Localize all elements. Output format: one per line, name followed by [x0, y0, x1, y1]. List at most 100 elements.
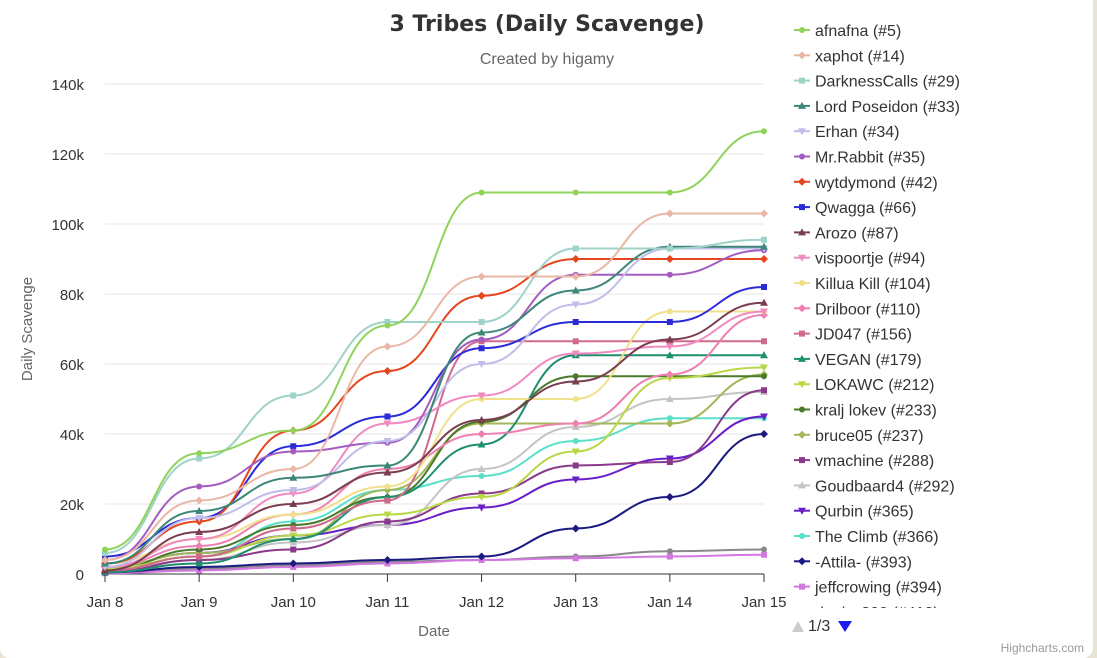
- data-point[interactable]: [760, 413, 768, 421]
- data-point[interactable]: [289, 487, 298, 494]
- data-point[interactable]: [383, 556, 392, 564]
- data-point[interactable]: [477, 430, 486, 438]
- legend-item[interactable]: Killua Kill (#104): [794, 276, 931, 293]
- data-point[interactable]: [665, 351, 674, 359]
- data-point[interactable]: [572, 396, 579, 402]
- data-point[interactable]: [571, 301, 580, 309]
- legend-marker-icon[interactable]: [798, 128, 806, 136]
- legend-marker-icon[interactable]: [799, 27, 805, 33]
- legend-marker-icon[interactable]: [798, 557, 806, 566]
- legend-marker-icon[interactable]: [798, 228, 806, 236]
- data-point[interactable]: [571, 272, 580, 281]
- data-point[interactable]: [383, 420, 392, 428]
- legend-item[interactable]: afnafna (#5): [794, 23, 901, 40]
- data-point[interactable]: [477, 328, 486, 336]
- series-line[interactable]: [104, 310, 764, 565]
- data-point[interactable]: [572, 438, 579, 444]
- data-point[interactable]: [572, 555, 579, 562]
- series-line[interactable]: [104, 375, 764, 572]
- data-point[interactable]: [666, 271, 673, 278]
- data-point[interactable]: [760, 430, 768, 438]
- data-point[interactable]: [666, 189, 673, 196]
- data-point[interactable]: [665, 493, 674, 501]
- data-point[interactable]: [571, 476, 580, 484]
- data-point[interactable]: [760, 209, 768, 218]
- data-point[interactable]: [477, 440, 486, 448]
- data-point[interactable]: [383, 438, 392, 445]
- data-point[interactable]: [289, 500, 298, 507]
- series-line[interactable]: [104, 245, 764, 565]
- legend-item[interactable]: -Attila- (#393): [794, 554, 912, 571]
- data-point[interactable]: [195, 515, 204, 522]
- legend-marker-icon[interactable]: [798, 354, 806, 362]
- legend-item[interactable]: Qurbin (#365): [794, 504, 914, 521]
- data-point[interactable]: [384, 319, 391, 325]
- data-point[interactable]: [195, 528, 204, 535]
- credits-link[interactable]: Highcharts.com: [1001, 641, 1084, 655]
- series-line[interactable]: [104, 415, 765, 568]
- data-point[interactable]: [195, 536, 204, 543]
- data-point[interactable]: [761, 387, 767, 394]
- data-point[interactable]: [289, 535, 298, 542]
- data-point[interactable]: [383, 342, 392, 351]
- data-point[interactable]: [384, 518, 391, 525]
- legend-marker-icon[interactable]: [799, 609, 805, 615]
- data-point[interactable]: [477, 504, 486, 512]
- data-point[interactable]: [571, 350, 580, 358]
- data-point[interactable]: [761, 338, 767, 345]
- data-point[interactable]: [666, 308, 673, 315]
- data-point[interactable]: [195, 542, 204, 550]
- data-point[interactable]: [196, 553, 203, 560]
- data-point[interactable]: [665, 209, 674, 218]
- legend-item[interactable]: wytdymond (#42): [794, 175, 938, 192]
- legend-item[interactable]: bruce05 (#237): [794, 428, 924, 445]
- data-point[interactable]: [572, 373, 579, 380]
- series-line[interactable]: [104, 212, 764, 561]
- data-point[interactable]: [666, 319, 673, 325]
- legend-item[interactable]: kralj lokev (#233): [794, 403, 937, 420]
- data-point[interactable]: [761, 546, 767, 553]
- data-point[interactable]: [478, 189, 485, 196]
- legend-marker-icon[interactable]: [798, 381, 806, 389]
- data-point[interactable]: [290, 448, 297, 455]
- legend-item[interactable]: Mr.Rabbit (#35): [794, 150, 925, 167]
- legend-item[interactable]: DarknessCalls (#29): [794, 74, 960, 91]
- data-point[interactable]: [760, 242, 768, 250]
- data-point[interactable]: [478, 490, 485, 497]
- legend-item[interactable]: Lord Poseidon (#33): [794, 99, 960, 116]
- data-point[interactable]: [760, 364, 768, 372]
- series-line[interactable]: [104, 286, 765, 558]
- legend-marker-icon[interactable]: [799, 583, 805, 590]
- data-point[interactable]: [571, 448, 580, 456]
- legend-marker-icon[interactable]: [798, 481, 806, 489]
- legend-item[interactable]: VEGAN (#179): [794, 352, 922, 369]
- data-point[interactable]: [572, 189, 579, 196]
- series-line[interactable]: [104, 247, 765, 568]
- legend-item[interactable]: vispoortje (#94): [794, 251, 925, 268]
- data-point[interactable]: [101, 556, 109, 564]
- data-point[interactable]: [572, 462, 579, 469]
- data-point[interactable]: [384, 497, 391, 504]
- legend-marker-icon[interactable]: [799, 280, 805, 286]
- data-point[interactable]: [478, 473, 485, 479]
- data-point[interactable]: [289, 465, 298, 473]
- legend-item[interactable]: Qwagga (#66): [794, 200, 916, 217]
- data-point[interactable]: [102, 550, 108, 556]
- legend-item[interactable]: xaphot (#14): [794, 48, 905, 65]
- data-point[interactable]: [761, 284, 767, 290]
- data-point[interactable]: [384, 413, 391, 420]
- legend-item[interactable]: denizz802 (#412): [794, 605, 939, 622]
- data-point[interactable]: [384, 322, 391, 329]
- data-point[interactable]: [477, 416, 486, 423]
- data-point[interactable]: [571, 419, 580, 428]
- legend-marker-icon[interactable]: [798, 254, 806, 262]
- legend-marker-icon[interactable]: [799, 153, 805, 160]
- data-point[interactable]: [196, 483, 203, 490]
- data-point[interactable]: [290, 546, 297, 553]
- legend-item[interactable]: Drilboor (#110): [794, 301, 921, 318]
- legend-item[interactable]: jeffcrowing (#394): [794, 580, 942, 597]
- data-point[interactable]: [195, 559, 204, 567]
- data-point[interactable]: [195, 496, 204, 505]
- legend-marker-icon[interactable]: [798, 507, 806, 515]
- data-point[interactable]: [196, 450, 203, 457]
